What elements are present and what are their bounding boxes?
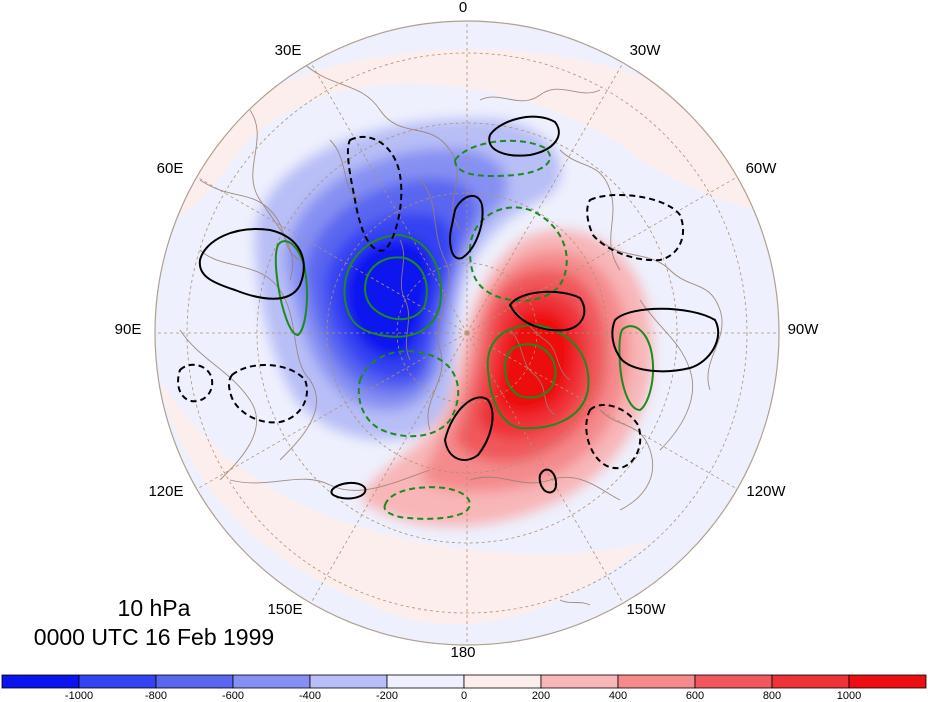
colorbar-box [155, 674, 234, 689]
positive-anomaly-shading [360, 229, 653, 527]
meridians [155, 21, 779, 645]
colorbar-box [386, 674, 465, 689]
colorbar-box [463, 674, 542, 689]
lon-label-30w: 30W [630, 42, 662, 59]
colorbar-box [771, 674, 850, 689]
colorbar-tick-label: -600 [222, 690, 244, 702]
colorbar-tick-label: 0 [461, 690, 467, 702]
lon-label-0: 0 [459, 0, 467, 16]
longitude-labels: 0 30W 60W 90W 120W 150W 180 150E 120E 90… [115, 0, 820, 661]
lon-label-30e: 30E [275, 42, 302, 59]
green-contours [274, 233, 654, 430]
positive-ring-region [155, 49, 779, 217]
map-disk [155, 21, 779, 645]
map-boundary [154, 20, 780, 646]
lon-label-150e: 150E [267, 601, 302, 618]
colorbar-tick-label: -200 [376, 690, 398, 702]
green-dashed-contours [357, 139, 568, 520]
negative-anomaly-shading [254, 118, 561, 441]
colorbar-tick-label: -1000 [65, 690, 93, 702]
colorbar-tick-label: -800 [145, 690, 167, 702]
title-time: 0000 UTC 16 Feb 1999 [34, 624, 274, 650]
colorbar-tick-label: 600 [686, 690, 704, 702]
colorbar-tick-label: 200 [532, 690, 550, 702]
colorbar-box [848, 674, 927, 689]
lon-label-120e: 120E [148, 483, 183, 500]
colorbar-box [78, 674, 157, 689]
lon-label-180: 180 [450, 644, 475, 661]
lon-label-90e: 90E [115, 321, 142, 338]
colorbar-tick-label: -400 [299, 690, 321, 702]
colorbar-box [1, 674, 80, 689]
black-contours [198, 115, 720, 500]
lon-label-120w: 120W [746, 483, 786, 500]
colorbar: -1000 -800 -600 -400 -200 0 200 400 600 800 1000 [1, 674, 927, 702]
colorbar-tick-label: 800 [763, 690, 781, 702]
colorbar-boxes [1, 674, 927, 689]
colorbar-tick-label: 1000 [837, 690, 861, 702]
colorbar-box [540, 674, 619, 689]
title-level: 10 hPa [118, 595, 191, 621]
lon-label-90w: 90W [788, 321, 820, 338]
colorbar-box [232, 674, 311, 689]
black-dashed-contours [177, 135, 685, 470]
positive-ring-region-2 [160, 380, 650, 625]
lon-label-60w: 60W [746, 160, 778, 177]
colorbar-box [617, 674, 696, 689]
colorbar-box [694, 674, 773, 689]
colorbar-tick-labels: -1000 -800 -600 -400 -200 0 200 400 600 800 1000 [65, 690, 861, 702]
colorbar-box [309, 674, 388, 689]
colorbar-tick-label: 400 [609, 690, 627, 702]
lon-label-60e: 60E [157, 160, 184, 177]
lon-label-150w: 150W [626, 601, 666, 618]
